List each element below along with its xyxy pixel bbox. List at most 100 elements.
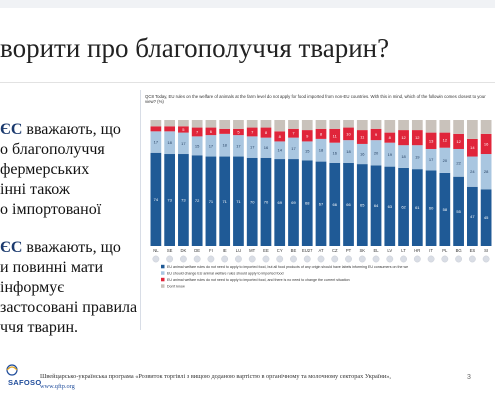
- bar-segment: [411, 130, 423, 146]
- bar-segment: [398, 130, 409, 146]
- data-label: 16: [360, 152, 365, 157]
- legend-swatch: [161, 271, 165, 275]
- country-flag-icon: [235, 255, 242, 263]
- bar-segment: [274, 159, 286, 246]
- bar-segment: [288, 120, 299, 129]
- bar-segment: [453, 176, 464, 246]
- bullet-1-bold: ЄС: [0, 121, 23, 138]
- country-flag-icon: [303, 255, 311, 263]
- data-label: 9: [375, 132, 378, 137]
- legend-entry: Don't know: [167, 285, 185, 289]
- x-tick-label: PL: [442, 248, 448, 253]
- safoso-logo-text: SAFOSO: [8, 378, 42, 387]
- data-label: 74: [154, 197, 159, 202]
- bar-segment: [205, 127, 217, 136]
- data-label: 18: [346, 149, 351, 154]
- data-label: 17: [429, 157, 434, 162]
- x-tick-label: LT: [401, 248, 406, 253]
- page-number: 3: [467, 374, 471, 381]
- bar-segment: [233, 128, 244, 136]
- bar-segment: [315, 120, 327, 129]
- data-label: 16: [333, 150, 338, 155]
- bar-segment: [178, 132, 189, 155]
- data-label: 17: [250, 145, 255, 150]
- data-label: 11: [360, 135, 365, 140]
- bar-segment: [356, 143, 368, 165]
- stacked-bar-chart: 7417NL7318SE73175DK72157DE71176FI7118IE7…: [150, 120, 492, 289]
- data-label: 18: [222, 143, 227, 148]
- bullet-1: ЄС вважають, що о благополуччя фермерськ…: [0, 120, 140, 220]
- data-label: 8: [279, 134, 282, 139]
- bar-segment: [370, 165, 382, 246]
- country-flag-icon: [166, 255, 173, 263]
- data-label: 47: [470, 214, 475, 219]
- legend-entry: EU animal welfare rules do not need to a…: [167, 265, 408, 269]
- x-tick-label: CY: [277, 248, 283, 253]
- x-tick-label: EU27: [302, 248, 313, 253]
- data-label: 12: [401, 135, 406, 140]
- data-label: 16: [264, 145, 269, 150]
- bar-segment: [150, 126, 162, 132]
- footer-url[interactable]: www.qftp.org: [40, 383, 75, 390]
- bullet-2: ЄС вважають, що и повинні мати інформує …: [0, 238, 140, 338]
- bullet-1-line-1: вважають, що: [22, 121, 121, 138]
- slide-top-bar: [0, 0, 495, 8]
- bullet-2-bold: ЄС: [0, 239, 23, 256]
- slide-title: ворити про благополуччя тварин?: [0, 33, 390, 63]
- country-flag-icon: [469, 255, 476, 263]
- data-label: 20: [374, 150, 379, 155]
- country-flag-icon: [345, 255, 352, 263]
- data-label: 18: [167, 140, 172, 145]
- bar-segment: [164, 131, 176, 155]
- x-tick-label: ES: [470, 248, 476, 253]
- bar-segment: [384, 120, 396, 133]
- bar-segment: [329, 120, 341, 129]
- data-label: 17: [291, 146, 296, 151]
- x-tick-label: SK: [359, 248, 365, 253]
- x-tick-label: DE: [194, 248, 200, 253]
- country-flag-icon: [441, 255, 449, 263]
- data-label: 12: [443, 138, 448, 143]
- bar-segment: [191, 136, 203, 156]
- country-flag-icon: [262, 255, 270, 263]
- bar-segment: [150, 152, 162, 246]
- bar-segment: [219, 133, 231, 157]
- bullet-2-line-1: вважають, що: [22, 239, 121, 256]
- bar-segment: [205, 135, 217, 157]
- x-tick-label: IE: [223, 248, 227, 253]
- bar-segment: [453, 148, 464, 177]
- x-tick-label: PT: [346, 248, 352, 253]
- bar-segment: [191, 155, 203, 246]
- bar-segment: [480, 154, 492, 190]
- data-label: 70: [250, 199, 255, 204]
- bar-segment: [150, 120, 162, 127]
- bullet-list: ЄС вважають, що о благополуччя фермерськ…: [0, 120, 140, 356]
- data-label: 9: [306, 133, 309, 138]
- bar-segment: [246, 120, 258, 128]
- bar-segment: [329, 142, 341, 163]
- data-label: 18: [401, 154, 406, 159]
- bar-segment: [191, 120, 203, 128]
- data-label: 14: [277, 148, 282, 153]
- bar-segment: [164, 120, 176, 127]
- bar-segment: [453, 133, 464, 149]
- bar-segment: [205, 120, 217, 128]
- bar-segment: [466, 156, 478, 187]
- title-divider: [0, 82, 495, 83]
- country-flag-icon: [482, 255, 490, 263]
- data-label: 66: [346, 202, 351, 207]
- bar-segment: [411, 169, 423, 246]
- bar-segment: [288, 128, 299, 138]
- bar-segment: [356, 164, 368, 246]
- country-flag-icon: [427, 255, 435, 263]
- bar-segment: [301, 130, 313, 142]
- bullet-1-line-2: о благополуччя: [0, 141, 105, 158]
- country-flag-icon: [221, 255, 229, 263]
- bar-segment: [219, 128, 231, 134]
- bar-segment: [260, 120, 272, 128]
- bar-segment: [370, 128, 382, 141]
- data-label: 73: [167, 198, 172, 203]
- chart-panel: QC8 Today, EU rules on the welfare of an…: [140, 90, 495, 330]
- bar-segment: [398, 145, 409, 168]
- bar-segment: [356, 120, 368, 131]
